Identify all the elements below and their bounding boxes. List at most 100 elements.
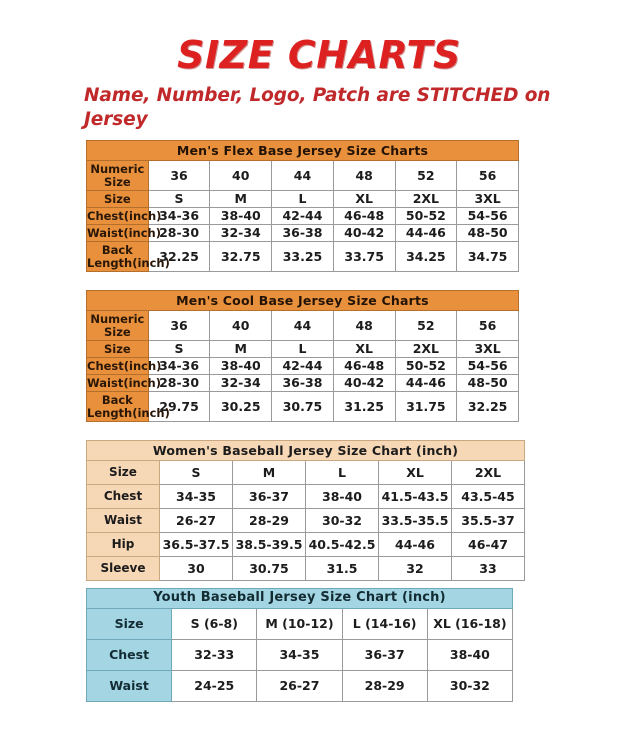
page-title: SIZE CHARTS [177, 33, 461, 77]
row-label: Chest [85, 639, 173, 671]
table-cell: 32.25 [456, 391, 519, 422]
table-cell: 3XL [456, 340, 519, 358]
table-cell: 34.25 [394, 241, 458, 272]
table-cell: 54-56 [456, 357, 519, 375]
table-row: Chest 34-35 36-37 38-40 41.5-43.5 43.5-45 [86, 484, 525, 509]
table-cell: 42-44 [271, 357, 334, 375]
table-cell: 44 [271, 310, 334, 341]
chart-title: Women's Baseball Jersey Size Chart (inch… [86, 440, 525, 461]
table-cell: 38-40 [209, 207, 273, 225]
table-cell: 28-29 [341, 670, 428, 702]
table-row: Size S M L XL 2XL [86, 460, 525, 485]
table-cell: 44-46 [394, 374, 458, 392]
chart-title: Men's Flex Base Jersey Size Charts [86, 140, 519, 161]
table-cell: 30.75 [232, 556, 306, 581]
table-cell: 36-38 [271, 374, 334, 392]
table-cell: 30.25 [209, 391, 273, 422]
table-cell: M (10-12) [256, 608, 343, 640]
table-cell: 46-48 [332, 207, 396, 225]
table-cell: 32.75 [209, 241, 273, 272]
row-label: Back Length(inch) [86, 241, 170, 272]
table-cell: 31.25 [332, 391, 396, 422]
table-cell: 35.5-37 [451, 508, 525, 533]
table-cell: M [209, 190, 273, 208]
table-row: Chest(inch) 34-36 38-40 42-44 46-48 50-52 54-5… [86, 207, 519, 225]
table-cell: 30-32 [426, 670, 514, 702]
table-cell: 52 [394, 160, 458, 191]
table-cell: 48 [332, 160, 396, 191]
table-cell: 36-37 [341, 639, 428, 671]
table-cell: 44-46 [378, 532, 452, 557]
row-label: Chest [86, 484, 160, 509]
table-cell: 46-47 [451, 532, 525, 557]
table-row: Waist(inch) 28-30 32-34 36-38 40-42 44-46 48-5… [86, 374, 519, 392]
table-row: Sleeve 30 30.75 31.5 32 33 [86, 556, 525, 581]
table-cell: S [147, 190, 211, 208]
table-cell: 42-44 [271, 207, 334, 225]
row-label: Size [85, 608, 173, 640]
table-cell: 44 [271, 160, 334, 191]
row-label: Waist [86, 508, 160, 533]
table-cell: M [232, 460, 306, 485]
table-row: Size S M L XL 2XL 3XL [86, 340, 519, 358]
row-label: Waist [85, 670, 173, 702]
table-cell: 52 [394, 310, 458, 341]
table-cell: 32.25 [147, 241, 211, 272]
table-cell: 36 [147, 310, 211, 341]
size-chart-cool-base-body: Men's Cool Base Jersey Size Charts Numeri… [86, 290, 519, 422]
table-row: Size S M L XL 2XL 3XL [86, 190, 519, 208]
table-cell: 38-40 [426, 639, 514, 671]
chart-title: Men's Cool Base Jersey Size Charts [86, 290, 519, 311]
table-row: Numeric Size 36 40 44 48 52 56 [86, 310, 519, 341]
table-cell: 34-35 [159, 484, 233, 509]
table-cell: 33 [451, 556, 525, 581]
table-row: Hip 36.5-37.5 38.5-39.5 40.5-42.5 44-46 46-47 [86, 532, 525, 557]
table-row: Numeric Size 36 40 44 48 52 56 [86, 160, 519, 191]
row-label: Waist(inch) [86, 224, 161, 242]
size-chart-cool-base: Men's Cool Base Jersey Size Charts Numeri… [86, 290, 519, 422]
table-cell: 30-32 [305, 508, 379, 533]
table-cell: XL [378, 460, 452, 485]
table-cell: 31.5 [305, 556, 379, 581]
table-cell: 24-25 [171, 670, 258, 702]
row-label: Waist(inch) [86, 374, 161, 392]
row-label: Hip [86, 532, 160, 557]
chart-title-row: Women's Baseball Jersey Size Chart (inch… [86, 440, 525, 461]
size-chart-womens-body: Women's Baseball Jersey Size Chart (inch… [86, 440, 525, 581]
chart-title-row: Men's Cool Base Jersey Size Charts [86, 290, 519, 311]
size-chart-womens: Women's Baseball Jersey Size Chart (inch… [86, 440, 525, 581]
table-row: Waist(inch) 28-30 32-34 36-38 40-42 44-46 48-5… [86, 224, 519, 242]
row-label: Numeric Size [86, 310, 149, 341]
table-cell: 32-33 [171, 639, 258, 671]
table-cell: 36 [147, 160, 211, 191]
table-cell: S (6-8) [171, 608, 258, 640]
table-cell: 38-40 [209, 357, 273, 375]
chart-title-row: Youth Baseball Jersey Size Chart (inch) [86, 588, 513, 609]
table-cell: 34-36 [147, 207, 211, 225]
table-cell: XL [332, 190, 396, 208]
table-cell: 40 [209, 160, 273, 191]
row-label: Size [86, 340, 149, 358]
table-row: Chest 32-33 34-35 36-37 38-40 [85, 639, 514, 671]
table-cell: 56 [456, 310, 519, 341]
table-cell: 48 [332, 310, 396, 341]
table-cell: 33.25 [271, 241, 334, 272]
row-label: Sleeve [86, 556, 160, 581]
table-cell: 36-38 [271, 224, 334, 242]
table-cell: 31.75 [394, 391, 458, 422]
table-cell: XL [332, 340, 396, 358]
chart-title: Youth Baseball Jersey Size Chart (inch) [86, 588, 513, 609]
size-chart-youth-body: Youth Baseball Jersey Size Chart (inch) S… [85, 588, 514, 702]
table-cell: 26-27 [256, 670, 343, 702]
row-label: Numeric Size [86, 160, 149, 191]
table-cell: L (14-16) [341, 608, 428, 640]
page-subtitle: Name, Number, Logo, Patch are STITCHED o… [84, 85, 551, 130]
table-cell: 32-34 [209, 374, 273, 392]
table-row: Waist 24-25 26-27 28-29 30-32 [85, 670, 514, 702]
table-cell: 30.75 [271, 391, 334, 422]
table-cell: 48-50 [456, 374, 519, 392]
table-cell: L [271, 340, 334, 358]
table-row: Back Length(inch) 32.25 32.75 33.25 33.75 34.2… [86, 241, 519, 272]
table-cell: 43.5-45 [451, 484, 525, 509]
